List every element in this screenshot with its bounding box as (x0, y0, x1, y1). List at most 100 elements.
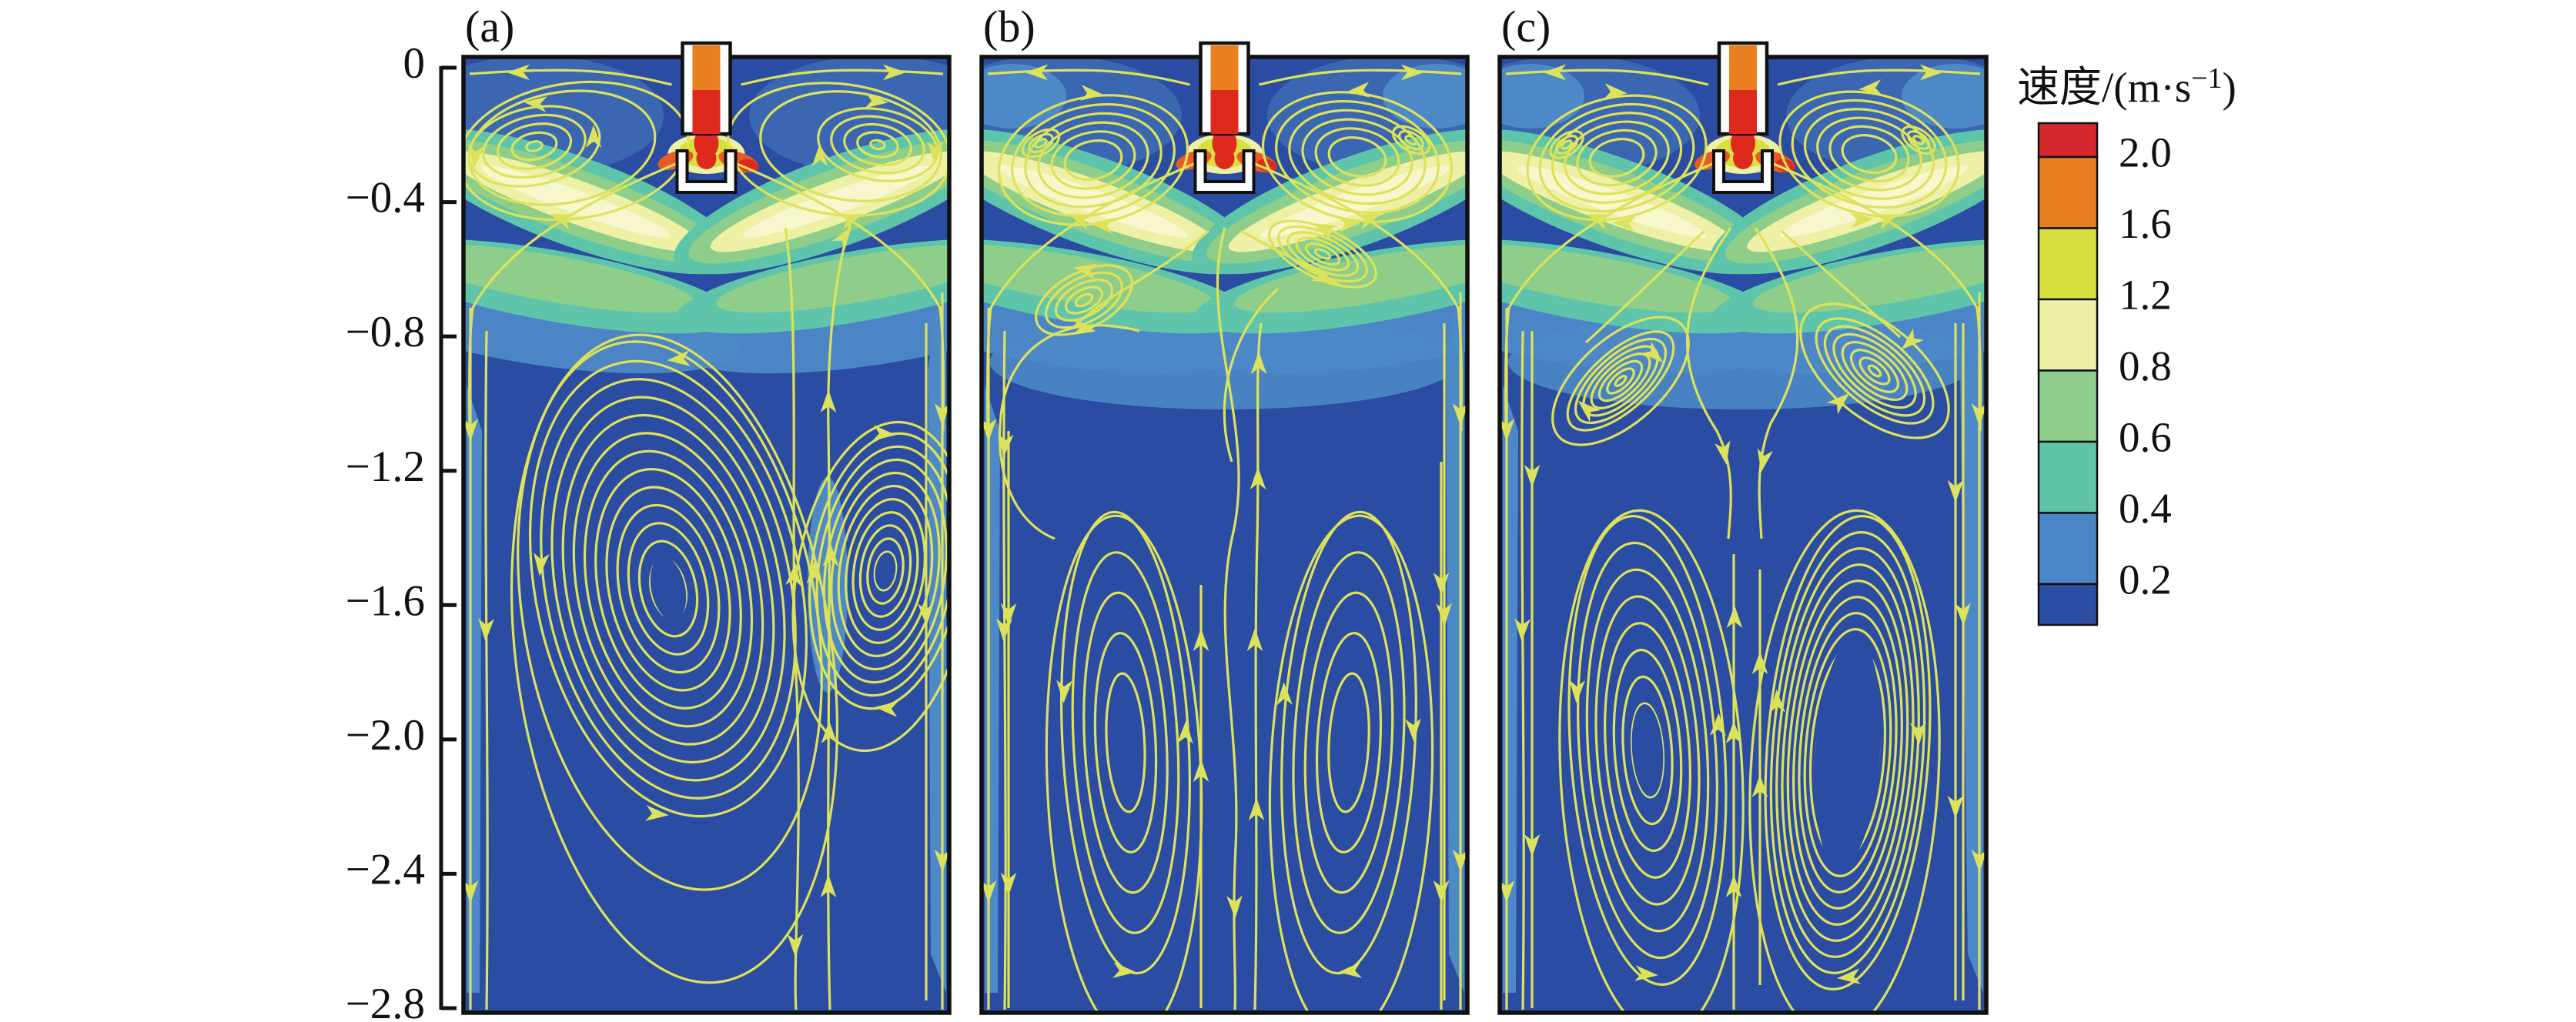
streamline-ring (583, 449, 754, 728)
streamline-arrowhead (1725, 720, 1742, 744)
streamline-arrowhead (1112, 962, 1136, 978)
streamline-ring (1549, 129, 1584, 160)
colorbar-tick-label: 0.2 (2119, 556, 2172, 603)
streamline-ring (1748, 509, 1941, 1011)
streamline-arrowhead (821, 720, 838, 744)
panel-border (979, 55, 1470, 1015)
colorbar-tick-label: 1.2 (2119, 272, 2172, 319)
streamline-arrowhead (1910, 722, 1926, 746)
streamline-arrowhead (1634, 965, 1658, 981)
streamline-ring (727, 82, 948, 217)
colorbar-tick-label: 0.4 (2119, 485, 2172, 532)
colorbar-title-suffix: ) (2223, 64, 2236, 111)
streamline-arrowhead (1751, 651, 1768, 675)
streamline-arrowhead (1577, 400, 1601, 422)
vortex-eye (1814, 637, 1882, 868)
streamline-ring (1295, 236, 1350, 272)
y-axis-tick-label: −0.8 (346, 308, 425, 356)
panel-a: (a) (461, 2, 952, 1015)
streamline-ring (1614, 374, 1628, 388)
streamline-arrowhead (1056, 680, 1072, 703)
streamline-ring (1021, 128, 1061, 159)
streamline-path (784, 227, 800, 1010)
streamline-ring (616, 503, 721, 674)
colorbar-segment (2037, 583, 2099, 626)
streamline-ring (1576, 129, 1658, 187)
jet-plume-red (1214, 148, 1235, 169)
streamline-ring (1792, 596, 1903, 910)
streamline-ring (1769, 531, 1926, 974)
streamlines (1501, 64, 1985, 1011)
streamline-arrowhead (1612, 216, 1636, 232)
streamline-arrowhead (1641, 341, 1664, 363)
contour-collar-green (1234, 244, 1466, 313)
streamline-ring (1798, 612, 1898, 893)
streamline-ring (550, 396, 786, 782)
colorbar-tick-label: 2.0 (2119, 129, 2172, 176)
streamline-ring (759, 90, 942, 202)
streamline-path (1072, 229, 1210, 329)
streamline-ring (1577, 541, 1718, 960)
flow-panels: (a) (b) (c) (461, 2, 1989, 1015)
streamline-arrowhead (820, 389, 837, 413)
streamline-arrowhead (1338, 216, 1362, 232)
contour-patch-light-blue (1501, 64, 1584, 129)
streamline-ring (1594, 595, 1701, 906)
streamline-ring (845, 498, 926, 644)
streamline-ring (637, 539, 699, 638)
streamline-ring (1082, 591, 1169, 894)
streamline-ring (1391, 125, 1431, 155)
streamline-arrowhead (645, 805, 669, 821)
streamline-arrowhead (820, 874, 837, 898)
streamline-ring (1606, 367, 1635, 395)
panel-label-c: (c) (1501, 2, 1551, 52)
streamline-arrowhead (1000, 603, 1017, 626)
streamline-ring (808, 432, 948, 710)
jet-plume-red (696, 148, 717, 169)
streamline-ring (869, 139, 886, 151)
streamline-arrowhead (1452, 849, 1466, 873)
streamline-path (1253, 322, 1263, 1010)
streamline-arrowhead (1858, 79, 1882, 95)
streamline-ring (851, 511, 919, 631)
jet-plume-red (1733, 148, 1753, 169)
colorbar-segment (2037, 512, 2099, 586)
y-axis-tick-label: −0.4 (346, 174, 425, 222)
streamline-arrowhead (465, 880, 479, 903)
colorbar-tick-label: 0.8 (2119, 342, 2172, 389)
streamline-ring (1604, 622, 1691, 879)
streamline-ring (496, 122, 573, 170)
streamline-arrowhead (1313, 223, 1337, 241)
nozzle-bore-orange (1729, 45, 1757, 90)
streamline-ring (1858, 356, 1891, 386)
streamline-arrowhead (1726, 605, 1743, 629)
colorbar-segment (2037, 227, 2099, 301)
streamline-ring (1071, 551, 1180, 934)
streamline-arrowhead (1827, 392, 1850, 415)
y-axis-tick-label: −2.4 (346, 846, 425, 894)
colorbar-segment (2037, 298, 2099, 372)
streamline-arrowhead (1405, 718, 1421, 742)
streamline-ring (1063, 139, 1123, 181)
jet-wing-core (743, 165, 932, 238)
streamline-ring (1558, 509, 1745, 1011)
streamline-ring (830, 471, 941, 671)
streamline-path (1505, 68, 1709, 86)
submerged-nozzle (1193, 41, 1256, 194)
nozzle-bore-orange (1210, 45, 1239, 90)
y-axis-tick-label: −1.6 (346, 576, 425, 625)
streamline-ring (1786, 579, 1909, 926)
streamline-arrowhead (927, 141, 944, 165)
streamline-arrowhead (667, 350, 691, 366)
streamline-arrowhead (1971, 402, 1985, 426)
streamline-arrowhead (1569, 680, 1585, 703)
contour-collar-green (1501, 244, 1734, 313)
streamline-ring (1561, 139, 1573, 150)
streamline-ring (837, 484, 934, 658)
streamline-arrowhead (865, 92, 888, 109)
streamline-arrowhead (1250, 466, 1266, 490)
streamline-arrowhead (1347, 82, 1370, 98)
streamline-arrowhead (1919, 64, 1943, 81)
streamline-ring (627, 522, 710, 656)
nozzle-cup (1193, 149, 1256, 194)
